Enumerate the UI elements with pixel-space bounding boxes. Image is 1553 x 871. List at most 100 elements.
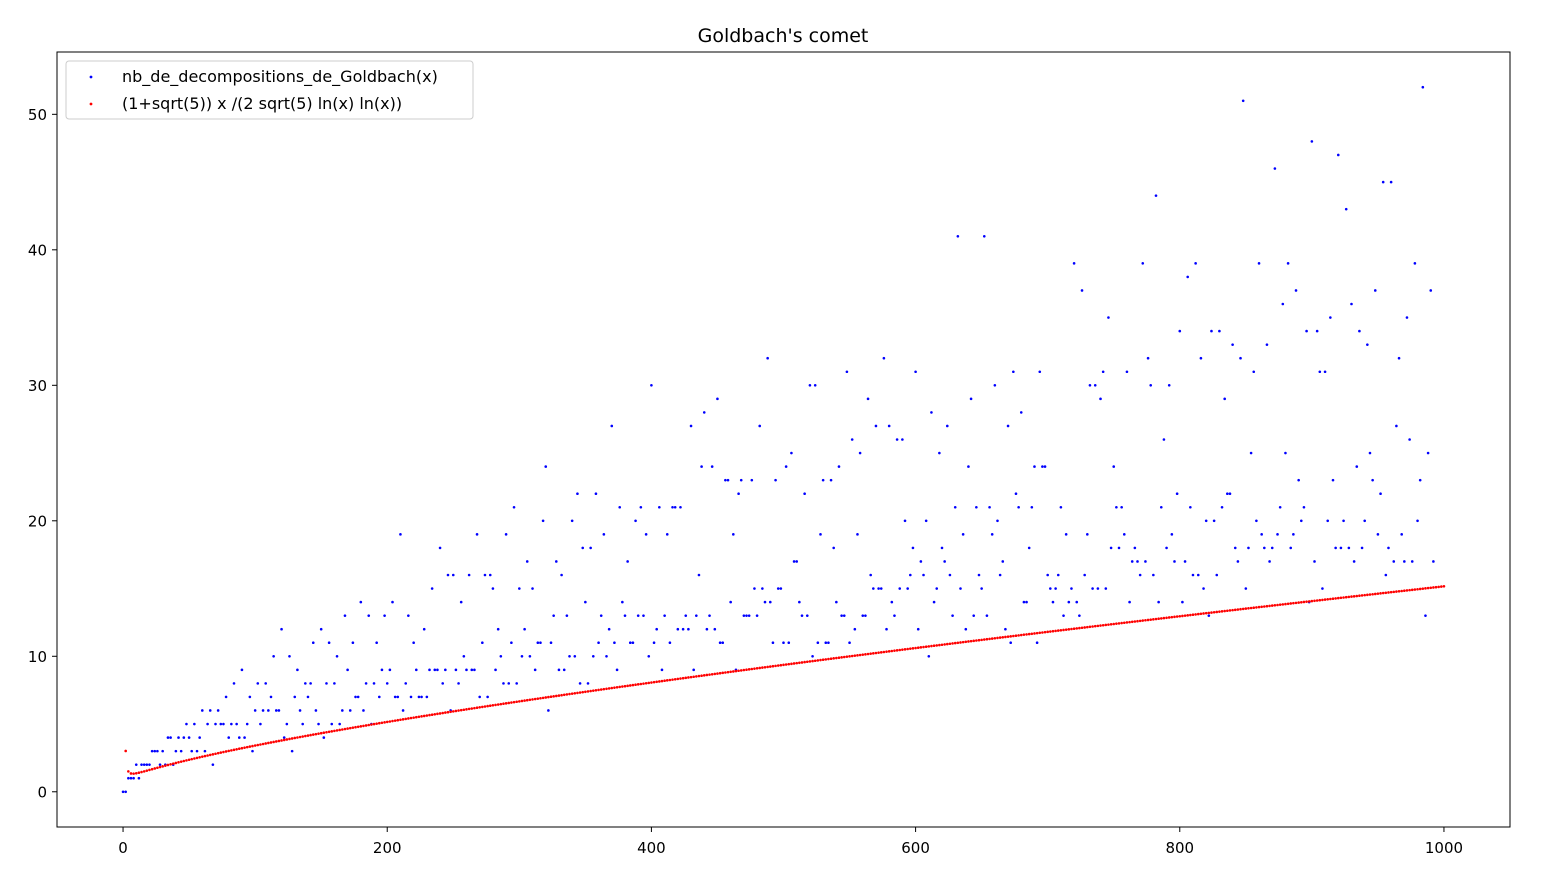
data-point-goldbach bbox=[185, 722, 188, 726]
data-point-goldbach bbox=[243, 736, 246, 739]
data-point-goldbach bbox=[628, 641, 632, 645]
data-point-goldbach bbox=[346, 668, 349, 672]
data-point-goldbach bbox=[306, 695, 310, 699]
data-point-goldbach bbox=[927, 654, 931, 658]
y-tick-label: 10 bbox=[28, 648, 47, 666]
data-point-goldbach bbox=[293, 695, 297, 699]
data-point-goldbach bbox=[805, 614, 809, 617]
data-point-estimate bbox=[525, 698, 529, 702]
data-point-goldbach bbox=[650, 384, 653, 387]
data-point-goldbach bbox=[972, 614, 976, 617]
data-point-goldbach bbox=[488, 573, 492, 577]
data-point-estimate bbox=[1091, 625, 1094, 628]
data-point-goldbach bbox=[235, 722, 238, 726]
data-point-estimate bbox=[1329, 597, 1332, 601]
data-point-estimate bbox=[1152, 618, 1155, 621]
data-point-estimate bbox=[354, 725, 357, 729]
data-point-estimate bbox=[1189, 613, 1192, 617]
data-point-goldbach bbox=[1144, 560, 1147, 563]
data-point-goldbach bbox=[798, 600, 801, 604]
data-point-estimate bbox=[668, 678, 672, 682]
data-point-goldbach bbox=[304, 682, 307, 685]
data-point-goldbach bbox=[201, 709, 204, 712]
data-point-estimate bbox=[150, 767, 154, 771]
data-point-estimate bbox=[1413, 588, 1417, 591]
data-point-estimate bbox=[856, 654, 859, 657]
data-point-goldbach bbox=[969, 397, 973, 401]
data-point-estimate bbox=[1315, 599, 1319, 602]
data-point-goldbach bbox=[866, 397, 870, 401]
data-point-goldbach bbox=[1041, 465, 1044, 468]
data-point-estimate bbox=[1257, 605, 1261, 609]
data-point-goldbach bbox=[726, 478, 730, 482]
data-point-estimate bbox=[610, 686, 614, 690]
data-point-goldbach bbox=[227, 736, 231, 739]
data-point-estimate bbox=[1186, 614, 1189, 617]
data-point-estimate bbox=[140, 770, 143, 774]
data-point-goldbach bbox=[1141, 262, 1145, 265]
data-point-estimate bbox=[615, 686, 619, 689]
data-point-goldbach bbox=[1400, 533, 1403, 536]
data-point-goldbach bbox=[782, 641, 785, 645]
data-point-estimate bbox=[866, 652, 870, 656]
y-axis: 0 10 20 30 40 50 bbox=[28, 106, 57, 801]
data-point-goldbach bbox=[494, 668, 497, 672]
data-point-estimate bbox=[842, 655, 846, 659]
data-point-estimate bbox=[1233, 608, 1237, 612]
data-point-goldbach bbox=[351, 641, 355, 645]
data-point-goldbach bbox=[222, 722, 225, 726]
data-point-estimate bbox=[293, 736, 297, 740]
data-point-estimate bbox=[1228, 609, 1232, 612]
data-point-goldbach bbox=[660, 668, 664, 672]
data-point-goldbach bbox=[710, 465, 714, 468]
data-point-goldbach bbox=[240, 668, 244, 672]
data-point-estimate bbox=[1218, 610, 1221, 613]
data-point-goldbach bbox=[179, 749, 183, 753]
data-point-goldbach bbox=[333, 682, 336, 685]
data-point-estimate bbox=[314, 732, 318, 736]
data-point-goldbach bbox=[359, 600, 363, 604]
data-point-goldbach bbox=[1027, 546, 1031, 550]
data-point-estimate bbox=[676, 677, 680, 681]
data-point-goldbach bbox=[322, 736, 326, 739]
data-point-goldbach bbox=[385, 682, 389, 685]
data-point-goldbach bbox=[1157, 600, 1160, 604]
data-point-estimate bbox=[224, 750, 228, 753]
data-point-goldbach bbox=[872, 587, 875, 590]
data-point-goldbach bbox=[372, 682, 376, 685]
data-point-goldbach bbox=[232, 682, 236, 685]
data-point-estimate bbox=[1072, 627, 1076, 630]
data-point-estimate bbox=[1128, 620, 1131, 624]
data-point-goldbach bbox=[1252, 370, 1256, 374]
data-point-estimate bbox=[253, 744, 257, 747]
data-point-goldbach bbox=[481, 641, 484, 645]
data-point-estimate bbox=[1056, 629, 1060, 632]
data-point-goldbach bbox=[626, 560, 629, 563]
data-point-estimate bbox=[594, 688, 598, 692]
data-point-estimate bbox=[232, 748, 236, 752]
data-point-estimate bbox=[879, 651, 883, 654]
y-tick-label: 30 bbox=[28, 377, 47, 395]
data-point-estimate bbox=[1136, 619, 1139, 623]
data-point-goldbach bbox=[1339, 546, 1343, 550]
data-point-estimate bbox=[568, 692, 571, 696]
data-point-estimate bbox=[927, 645, 931, 648]
data-point-estimate bbox=[1395, 590, 1398, 593]
data-point-goldbach bbox=[248, 695, 252, 699]
data-point-estimate bbox=[557, 694, 561, 697]
data-point-goldbach bbox=[1215, 573, 1219, 577]
data-point-goldbach bbox=[1429, 289, 1433, 292]
data-point-estimate bbox=[478, 706, 481, 709]
data-point-goldbach bbox=[536, 641, 540, 645]
data-point-estimate bbox=[555, 694, 558, 698]
data-point-goldbach bbox=[644, 533, 648, 536]
data-point-goldbach bbox=[496, 627, 500, 631]
data-point-estimate bbox=[681, 676, 685, 680]
data-point-estimate bbox=[792, 662, 796, 665]
data-point-estimate bbox=[333, 729, 336, 733]
data-point-estimate bbox=[663, 679, 666, 683]
data-point-goldbach bbox=[309, 682, 312, 685]
data-point-estimate bbox=[821, 658, 825, 662]
data-point-estimate bbox=[230, 749, 233, 752]
data-point-estimate bbox=[1405, 589, 1409, 592]
